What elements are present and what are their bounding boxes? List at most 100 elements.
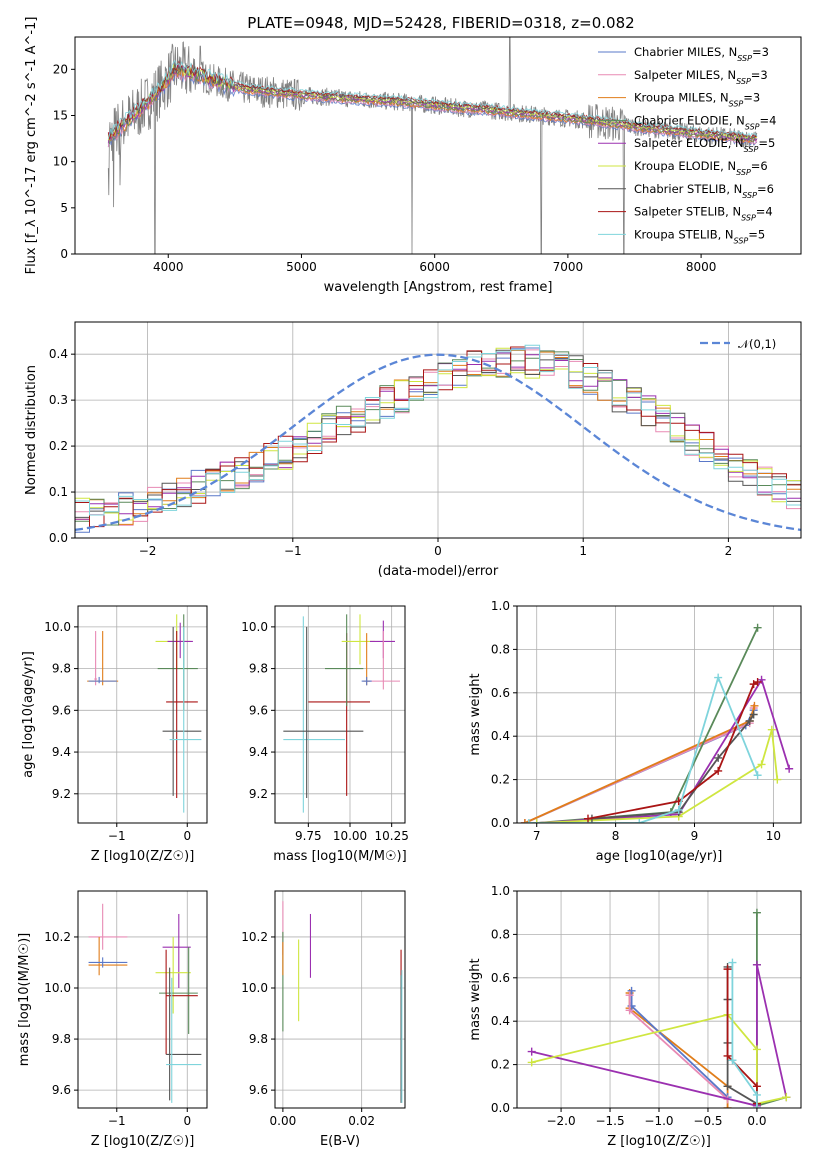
weight-marker-salpeter_stelib-2 (752, 1082, 761, 1091)
x-tick-label-2: 0 (434, 544, 442, 558)
legend-label-0: Chabrier MILES, NSSP=3 (634, 45, 769, 63)
panel-age_vs_mass: 9.75 10.00 10.25 9.2 9.4 9.6 9.8 10.0 mass [log1… (241, 605, 409, 864)
y-tick-label-3: 0.6 (491, 971, 510, 985)
y-tick-label-2: 10.0 (44, 981, 71, 995)
x-tick-label-0: −1 (108, 1114, 126, 1128)
spectrum-model-line-5 (107, 63, 758, 141)
x-tick-label-1: 8 (612, 829, 620, 843)
weight-line-kroupa_stelib (731, 962, 758, 1108)
weight-marker-kroupa_stelib-3 (752, 1104, 761, 1108)
legend-label-3: Chabrier ELODIE, NSSP=4 (634, 113, 776, 130)
weight-marker-kroupa_stelib-4 (753, 771, 762, 780)
x-axis-label-weight_vs_Z: Z [log10(Z/Z☉)] (607, 1134, 711, 1149)
y-tick-label-1: 9.8 (52, 1032, 71, 1046)
y-tick-label-0: 0 (60, 247, 68, 261)
x-tick-label-1: −1.5 (595, 1114, 624, 1128)
weight-marker-kroupa_stelib-0 (524, 819, 533, 823)
x-tick-label-0: −1 (108, 829, 126, 843)
weight-line-salpeter_stelib (587, 681, 759, 820)
legend-label-7: Salpeter STELIB, NSSP=4 (634, 205, 773, 223)
weight-marker-salpeter_miles-0 (625, 991, 634, 1000)
panel-mass_vs_Z: −1 0 9.6 9.8 10.0 10.2 Z [log10(Z/Z☉)] mass [lo… (17, 890, 208, 1149)
axes-frame-age_vs_Z (77, 605, 208, 824)
panel-age_vs_Z: −1 0 9.2 9.4 9.6 9.8 10.0 Z [log10(Z/Z☉)] age [l… (21, 605, 208, 864)
x-tick-label-0: −2 (139, 544, 157, 558)
y-tick-label-3: 15 (53, 108, 68, 122)
normal-legend-label: 𝒩(0,1) (738, 337, 776, 351)
x-tick-label-0: 0.00 (270, 1114, 297, 1128)
x-axis-label-spectrum: wavelength [Angstrom, rest frame] (324, 280, 553, 295)
weight-marker-kroupa_elodie-0 (532, 819, 541, 823)
weight-marker-salpeter_elodie-0 (527, 1047, 536, 1056)
plot-area-weight_vs_Z (527, 908, 791, 1108)
panel-mass_vs_EBV: 0.00 0.02 9.6 9.8 10.0 10.2 E(B-V) (241, 890, 406, 1149)
y-tick-label-0: 9.2 (249, 787, 268, 801)
y-tick-label-0: 0.0 (491, 816, 510, 830)
weight-marker-kroupa_stelib-0 (728, 958, 737, 967)
y-tick-label-1: 9.4 (249, 745, 268, 759)
x-tick-label-1: −1 (284, 544, 302, 558)
y-axis-label-spectrum: Flux [f_λ 10^-17 erg cm^-2 s^-1 A^-1] (24, 17, 39, 275)
weight-marker-kroupa_stelib-2 (752, 1090, 761, 1099)
y-tick-label-0: 0.0 (491, 1101, 510, 1115)
weight-line-salpeter_elodie (536, 677, 791, 823)
y-tick-label-0: 9.6 (249, 1083, 268, 1097)
plot-area-mass_vs_EBV (282, 901, 403, 1103)
x-tick-label-4: 0.0 (747, 1114, 766, 1128)
plot-area-spectrum (107, 37, 758, 254)
y-axis-label-weight_vs_age: mass weight (468, 673, 483, 755)
legend-label-5: Kroupa ELODIE, NSSP=6 (634, 159, 768, 177)
weight-marker-kroupa_stelib-2 (674, 805, 683, 814)
y-tick-label-4: 10.0 (44, 620, 71, 634)
y-axis-label-mass_vs_Z: mass [log10(M/M☉)] (17, 933, 32, 1066)
weight-marker-kroupa_stelib-3 (714, 673, 723, 682)
plot-area-weight_vs_age (520, 623, 794, 823)
y-tick-label-5: 1.0 (491, 884, 510, 898)
y-tick-label-2: 9.6 (52, 703, 71, 717)
y-tick-label-4: 0.8 (491, 642, 510, 656)
weight-marker-salpeter_stelib-0 (723, 965, 732, 974)
x-tick-label-2: 9 (691, 829, 699, 843)
weight-marker-chabrier_stelib-2 (714, 753, 723, 762)
y-tick-label-0: 9.6 (52, 1083, 71, 1097)
y-tick-label-2: 10 (53, 155, 68, 169)
y-tick-label-3: 10.2 (241, 930, 268, 944)
weight-marker-chabrier_miles-0 (627, 986, 636, 995)
y-tick-label-1: 5 (60, 201, 68, 215)
figure-title: PLATE=0948, MJD=52428, FIBERID=0318, z=0… (247, 14, 634, 32)
legend-label-6: Chabrier STELIB, NSSP=6 (634, 182, 774, 200)
weight-marker-kroupa_elodie-4 (773, 775, 782, 784)
x-tick-label-3: 1 (579, 544, 587, 558)
weight-marker-chabrier_elodie-2 (753, 623, 762, 632)
y-tick-label-3: 0.3 (49, 393, 68, 407)
x-tick-label-0: 9.75 (295, 829, 322, 843)
x-tick-label-2: 10.25 (374, 829, 408, 843)
x-axis-label-mass_vs_Z: Z [log10(Z/Z☉)] (91, 1134, 195, 1149)
x-tick-label-1: 10.00 (333, 829, 367, 843)
weight-marker-salpeter_stelib-1 (723, 1051, 732, 1060)
y-tick-label-3: 0.6 (491, 686, 510, 700)
axes-frame-age_vs_mass (274, 605, 406, 824)
spectrum-legend: Chabrier MILES, NSSP=3 Salpeter MILES, NS… (598, 45, 776, 245)
x-tick-label-3: −0.5 (693, 1114, 722, 1128)
x-tick-label-0: 4000 (153, 260, 184, 274)
weight-marker-kroupa_elodie-2 (757, 760, 766, 769)
y-tick-label-4: 0.4 (49, 347, 68, 361)
x-axis-label-age_vs_Z: Z [log10(Z/Z☉)] (91, 849, 195, 864)
x-tick-label-4: 2 (725, 544, 733, 558)
spectrum-model-line-8 (107, 59, 758, 140)
weight-marker-kroupa_miles-3 (723, 1104, 732, 1108)
axes-frame-spectrum (74, 36, 802, 255)
y-tick-label-1: 0.2 (491, 773, 510, 787)
panel-spectrum: 4000 5000 6000 7000 8000 0 5 10 15 20 wavelength [… (24, 17, 802, 295)
weight-line-chabrier_elodie (536, 627, 759, 823)
weight-line-kroupa_elodie (536, 729, 779, 823)
weight-line-chabrier_miles (630, 990, 729, 1098)
weight-marker-kroupa_stelib-1 (635, 819, 644, 823)
legend-label-8: Kroupa STELIB, NSSP=5 (634, 227, 765, 245)
y-tick-label-1: 0.2 (491, 1058, 510, 1072)
y-tick-label-2: 0.2 (49, 439, 68, 453)
y-axis-label-residuals: Normed distribution (24, 365, 39, 495)
x-tick-label-1: 0 (183, 829, 191, 843)
